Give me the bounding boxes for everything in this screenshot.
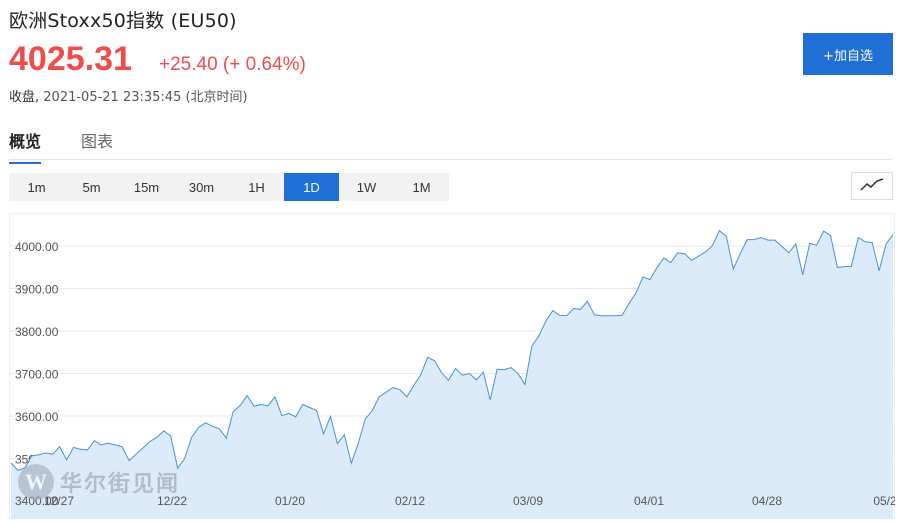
x-tick-label: 05/2 (873, 494, 895, 508)
y-tick-label: 3900.00 (15, 283, 59, 297)
period-1h[interactable]: 1H (248, 179, 265, 195)
tab-overview[interactable]: 概览 (9, 128, 42, 164)
add-to-watchlist-button[interactable]: +加自选 (803, 33, 893, 75)
price-change: +25.40 (+ 0.64%) (159, 54, 306, 75)
last-price: 4025.31 (9, 40, 132, 78)
period-1m[interactable]: 1m (27, 179, 46, 195)
x-tick-label: 04/28 (752, 494, 782, 508)
x-tick-label: 01/20 (275, 494, 305, 508)
price-chart: 3500.003600.003700.003800.003900.004000.… (9, 213, 895, 519)
y-tick-label: 3600.00 (15, 410, 59, 424)
series-line (10, 229, 894, 471)
x-tick-label: 12/22 (157, 494, 187, 508)
x-tick-label: 02/12 (395, 494, 425, 508)
status-label: 收盘, (9, 90, 40, 105)
y-tick-label: 3700.00 (15, 368, 59, 382)
tab-chart[interactable]: 图表 (81, 132, 114, 151)
period-15m[interactable]: 15m (133, 179, 160, 195)
watermark-text: 华尔街见闻 (60, 472, 181, 497)
y-tick-label: 4000.00 (15, 240, 59, 254)
x-tick-label: 04/01 (634, 494, 664, 508)
period-1mo[interactable]: 1M (412, 179, 431, 195)
y-tick-label: 3800.00 (15, 325, 59, 339)
period-selector: 1m 5m 15m 30m 1H 1D 1W 1M (9, 173, 449, 201)
chart-type-button[interactable] (851, 172, 893, 200)
period-5m[interactable]: 5m (82, 179, 101, 195)
period-1d[interactable]: 1D (284, 173, 339, 201)
tab-bar: 概览 图表 (9, 128, 153, 164)
tab-divider (9, 159, 892, 160)
page-title: 欧洲Stoxx50指数 (EU50) (9, 10, 237, 32)
market-status: 收盘, 2021-05-21 23:35:45 (北京时间) (9, 86, 248, 105)
watermark-logo: W (18, 464, 54, 500)
period-1w[interactable]: 1W (356, 179, 377, 195)
x-tick-label: 03/09 (513, 494, 543, 508)
x-tick-label: 12/27 (44, 494, 74, 508)
watermark: W 华尔街见闻 (18, 464, 180, 500)
period-30m[interactable]: 30m (188, 179, 215, 195)
status-time: 2021-05-21 23:35:45 (北京时间) (43, 90, 248, 105)
line-chart-icon (860, 177, 884, 196)
